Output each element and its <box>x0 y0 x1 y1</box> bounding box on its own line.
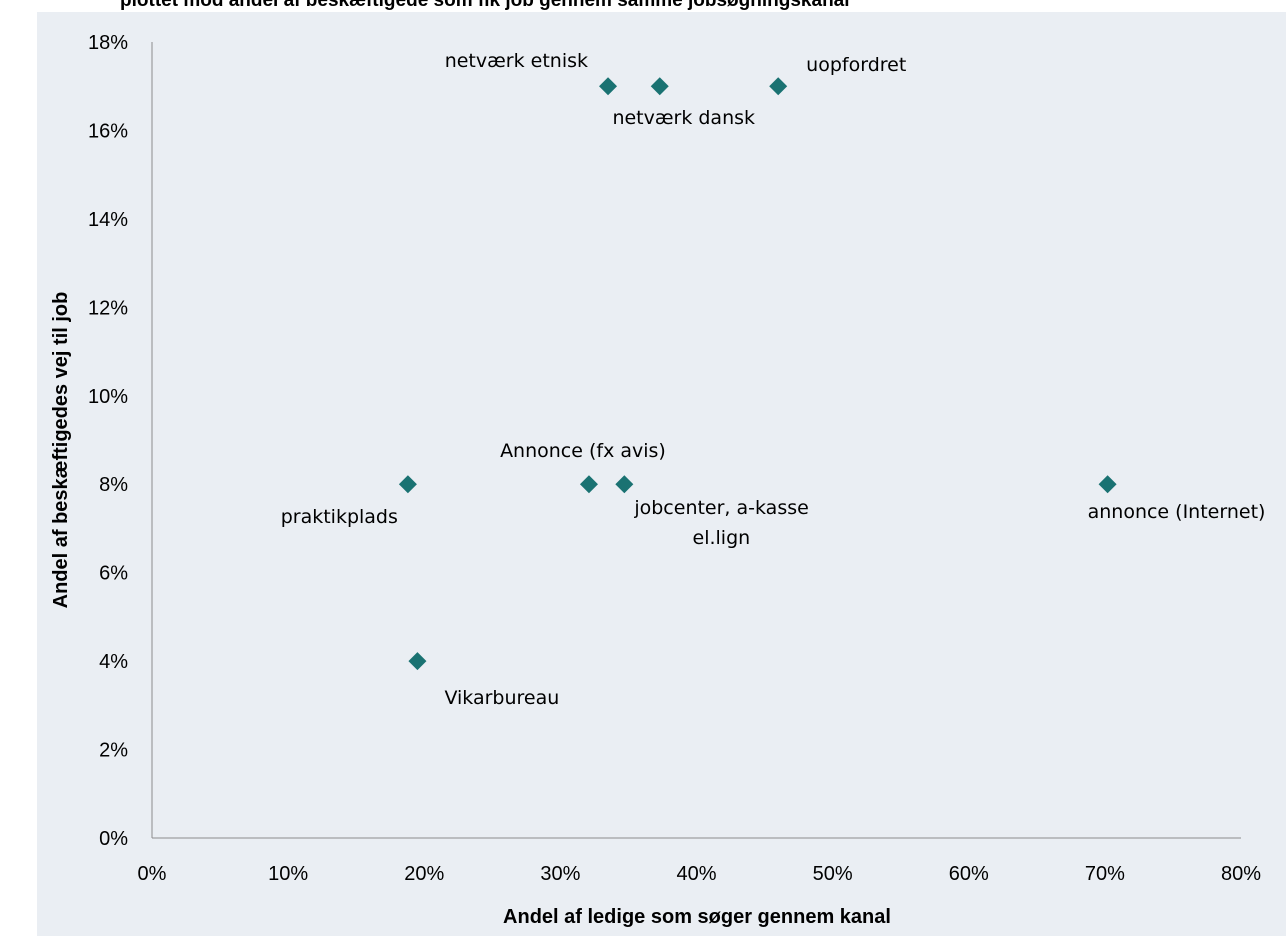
data-point-label: jobcenter, a-kasse el.lign <box>633 497 808 549</box>
y-tick-label: 12% <box>88 297 128 319</box>
x-tick-label: 0% <box>138 863 167 885</box>
x-tick-label: 50% <box>813 863 853 885</box>
data-point-label: netværk etnisk <box>445 50 588 72</box>
data-point-marker <box>579 475 598 494</box>
data-point-marker <box>615 475 634 494</box>
y-tick-label: 8% <box>99 474 128 496</box>
y-tick-label: 2% <box>99 740 128 762</box>
x-tick-label: 20% <box>404 863 444 885</box>
data-point-marker <box>408 652 427 671</box>
data-point-label: annonce (Internet) <box>1088 501 1266 523</box>
data-point-label: uopfordret <box>806 54 906 76</box>
data-point-marker <box>1098 475 1117 494</box>
data-points <box>398 77 1117 671</box>
data-point-marker <box>650 77 669 96</box>
x-tick-label: 60% <box>949 863 989 885</box>
y-tick-label: 16% <box>88 120 128 142</box>
data-point-marker <box>599 77 618 96</box>
data-point-marker <box>769 77 788 96</box>
point-labels: netværk etnisk netværk dansk uopfordret pra… <box>281 50 1266 709</box>
x-tick-label: 30% <box>540 863 580 885</box>
x-tick-label: 10% <box>268 863 308 885</box>
y-tick-label: 4% <box>99 651 128 673</box>
y-tick-label: 14% <box>88 209 128 231</box>
x-tick-label: 80% <box>1221 863 1261 885</box>
x-tick-labels: 0% 10% 20% 30% 40% 50% 60% 70% 80% <box>138 863 1262 885</box>
y-tick-labels: 0% 2% 4% 6% 8% 10% 12% 14% 16% 18% <box>88 32 128 850</box>
axes <box>151 42 1241 839</box>
y-axis-title: Andel af beskæftigedes vej til job <box>50 292 72 609</box>
chart-panel <box>37 12 1286 936</box>
data-point-marker <box>398 475 417 494</box>
data-point-label: Vikarbureau <box>444 687 559 709</box>
x-axis-title: Andel af ledige som søger gennem kanal <box>503 906 891 928</box>
y-tick-label: 6% <box>99 563 128 585</box>
chart-title: plottet mod andel af beskæftigede som fi… <box>120 0 850 11</box>
data-point-label: praktikplads <box>281 506 398 528</box>
x-tick-label: 40% <box>676 863 716 885</box>
y-tick-label: 10% <box>88 386 128 408</box>
y-tick-label: 18% <box>88 32 128 54</box>
y-tick-label: 0% <box>99 828 128 850</box>
data-point-label: Annonce (fx avis) <box>500 440 666 462</box>
x-tick-label: 70% <box>1085 863 1125 885</box>
data-point-label: netværk dansk <box>612 107 755 129</box>
